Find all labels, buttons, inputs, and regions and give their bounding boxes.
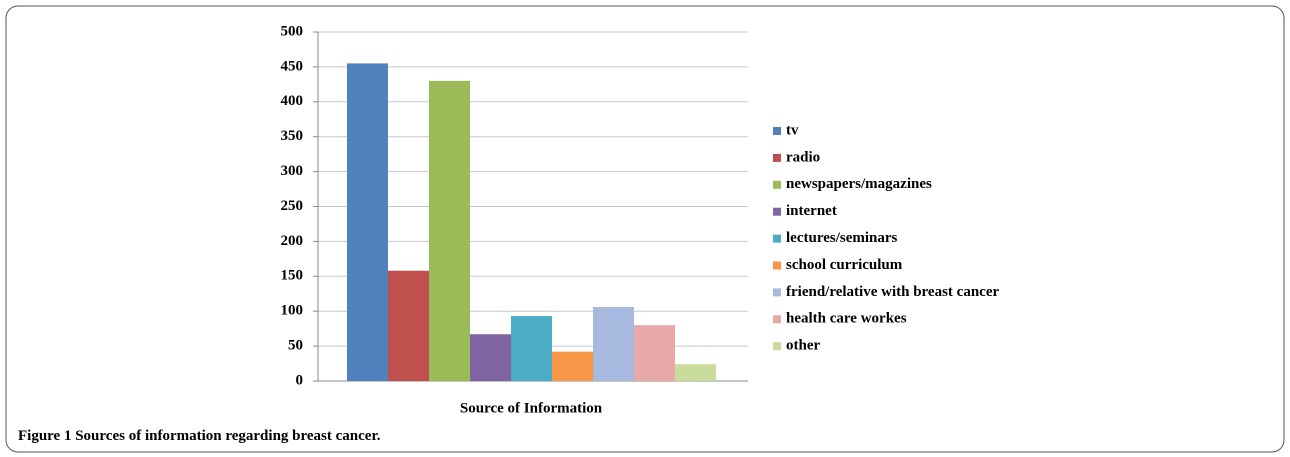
bar [552,351,593,381]
legend-swatch [773,315,781,324]
y-tick-label: 50 [288,338,303,354]
bar [593,307,634,381]
bar [388,270,429,381]
legend-label: internet [786,203,837,219]
caption-text: Sources of information regarding breast … [75,428,381,444]
legend-label: health care workes [786,311,907,327]
bar [511,316,552,381]
legend-swatch [773,207,781,216]
bar [429,80,470,382]
bar [347,63,388,381]
bar [675,364,716,381]
legend-label: school curriculum [786,257,903,273]
legend-label: newspapers/magazines [786,176,932,192]
y-tick-label: 450 [281,58,304,74]
y-tick-label: 0 [296,372,304,388]
legend-swatch [773,261,781,270]
x-axis-label: Source of Information [460,400,603,416]
y-tick-label: 150 [281,268,304,284]
legend-label: friend/relative with breast cancer [786,284,999,300]
bar [470,334,511,381]
bar [634,325,675,381]
y-tick-label: 250 [281,198,304,214]
y-tick-label: 500 [281,23,304,39]
y-tick-label: 100 [281,303,304,319]
legend-swatch [773,288,781,297]
legend-swatch [773,153,781,162]
y-tick-label: 200 [281,233,304,249]
y-tick-label: 300 [281,163,304,179]
figure-border [5,5,1285,453]
legend-label: lectures/seminars [786,230,898,246]
legend-label: radio [786,149,820,165]
legend-swatch [773,342,781,351]
legend-label: other [786,338,820,354]
legend-swatch [773,180,781,189]
caption-label: Figure 1 [18,428,71,444]
legend-label: tv [786,122,799,138]
y-tick-label: 400 [281,93,304,109]
legend-swatch [773,234,781,243]
legend-swatch [773,127,781,135]
y-tick-label: 350 [281,128,304,144]
caption: Figure 1 Sources of information regardin… [18,428,381,444]
